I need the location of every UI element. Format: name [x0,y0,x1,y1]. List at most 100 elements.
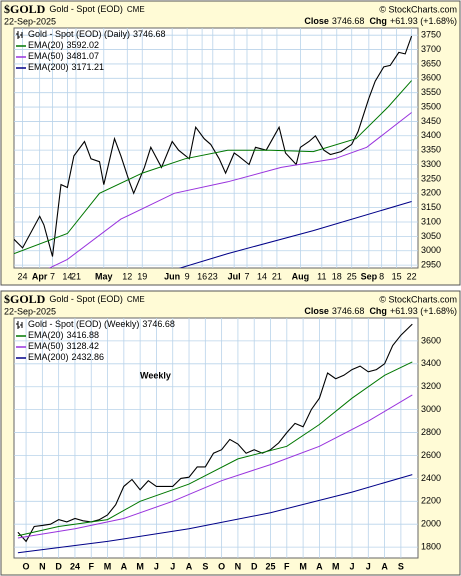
y-tick-label: 3600 [421,73,441,83]
quote: Close 3746.68 Chg +61.93 (+1.68%) [304,16,457,26]
watermark: © StockCharts.com [379,294,457,304]
x-tick-label: M [332,561,340,571]
x-tick-label: 16 [197,271,207,281]
legend-name: EMA(50) [28,341,64,351]
x-tick-label: D [251,561,258,571]
legend-name: Gold - Spot (EOD) (Daily) [28,29,130,39]
x-tick-label: D [55,561,62,571]
legend-value: 3416.88 [67,330,100,340]
legend-entry: EMA(200) 3171.21 [28,62,104,72]
plot-area [13,27,419,269]
name: Gold - Spot (EOD) [49,294,123,304]
x-tick-label: 7 [244,271,249,281]
x-tick-label: J [349,561,354,571]
x-tick-label: F [88,561,94,571]
legend-name: EMA(20) [28,330,64,340]
x-tick-label: 24 [70,561,80,571]
y-tick-label: 3500 [421,101,441,111]
x-tick-label: 25 [347,271,357,281]
x-tick-label: Jul [228,271,241,281]
x-tick-label: 18 [332,271,342,281]
close: 3746.68 [332,306,365,316]
y-tick-label: 2200 [421,496,441,506]
y-tick-label: 2400 [421,473,441,483]
x-tick-label: M [136,561,144,571]
x-tick-label: J [154,561,159,571]
legend-value: 3592.02 [67,40,100,50]
x-tick-label: 23 [208,271,218,281]
x-tick-label: A [381,561,388,571]
x-tick-label: S [202,561,208,571]
legend-icon [16,31,23,39]
x-tick-label: 21 [272,271,282,281]
legend-name: EMA(20) [28,40,64,50]
y-tick-label: 3700 [421,44,441,54]
x-tick-label: M [104,561,112,571]
chg: +61.93 (+1.68%) [390,16,457,26]
x-tick-label: Jun [164,271,180,281]
x-tick-label: A [316,561,323,571]
x-tick-label: 24 [18,271,28,281]
y-tick-label: 2950 [421,260,441,270]
x-tick-label: Apr [32,271,48,281]
exchange: CME [127,5,145,14]
x-tick-label: 21 [71,271,81,281]
y-tick-label: 1800 [421,541,441,551]
chg-label: Chg [369,306,387,316]
watermark: © StockCharts.com [379,4,457,14]
close: 3746.68 [332,16,365,26]
y-tick-label: 2000 [421,519,441,529]
x-tick-label: 11 [317,271,326,281]
x-tick-label: 9 [185,271,190,281]
close-label: Close [304,306,329,316]
ema-line [48,112,412,268]
legend-value: 3481.07 [67,51,100,61]
y-tick-label: 3250 [421,173,441,183]
y-tick-label: 3200 [421,381,441,391]
x-tick-label: J [170,561,175,571]
x-tick-label: O [23,561,30,571]
y-tick-label: 3600 [421,335,441,345]
x-tick-label: Sep [361,271,378,281]
legend-value: 2432.86 [72,352,105,362]
legend-value: 3746.68 [142,319,175,329]
legend-name: Gold - Spot (EOD) (Weekly) [28,319,139,329]
y-tick-label: 3050 [421,231,441,241]
x-tick-label: F [284,561,290,571]
x-tick-label: Aug [292,271,310,281]
ema-line [17,394,413,539]
x-tick-label: S [398,561,404,571]
x-tick-label: J [366,561,371,571]
legend-name: EMA(200) [28,352,69,362]
x-tick-label: A [121,561,128,571]
x-tick-label: 8 [379,271,384,281]
header: $GOLD Gold - Spot (EOD) CME [4,292,145,306]
legend-name: EMA(50) [28,51,64,61]
legend-value: 3171.21 [72,62,105,72]
y-tick-label: 3750 [421,30,441,40]
legend-value: 3746.68 [133,29,166,39]
ema-line [14,80,412,255]
chg: +61.93 (+1.68%) [390,306,457,316]
legend-entry: EMA(50) 3128.42 [28,341,99,351]
y-tick-label: 3400 [421,358,441,368]
x-tick-label: 7 [50,271,55,281]
x-tick-label: 19 [137,271,147,281]
y-tick-label: 3350 [421,145,441,155]
date: 22-Sep-2025 [4,16,56,26]
chg-label: Chg [369,16,387,26]
x-tick-label: May [95,271,113,281]
y-tick-label: 3300 [421,159,441,169]
name: Gold - Spot (EOD) [49,4,123,14]
legend-entry: EMA(50) 3481.07 [28,51,99,61]
y-tick-label: 3000 [421,404,441,414]
price-line [14,35,413,257]
legend-entry: Gold - Spot (EOD) (Daily) 3746.68 [28,29,166,39]
y-tick-label: 3000 [421,245,441,255]
exchange: CME [127,295,145,304]
x-tick-label: O [218,561,225,571]
legend-entry: EMA(200) 2432.86 [28,352,104,362]
price-line [17,323,413,543]
legend-value: 3128.42 [67,341,100,351]
